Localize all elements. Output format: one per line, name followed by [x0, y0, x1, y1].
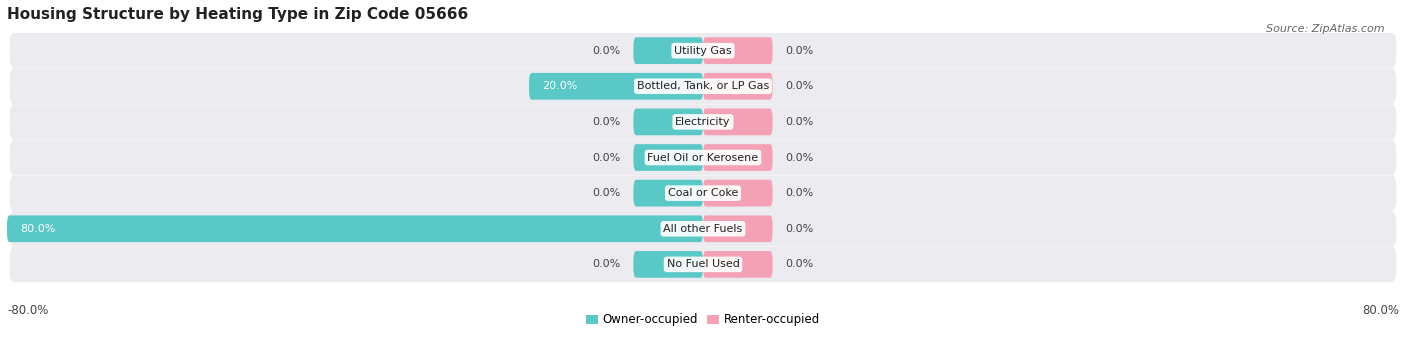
- FancyBboxPatch shape: [633, 144, 703, 171]
- FancyBboxPatch shape: [10, 176, 1396, 211]
- Text: 0.0%: 0.0%: [786, 81, 814, 91]
- Text: No Fuel Used: No Fuel Used: [666, 260, 740, 269]
- Text: 20.0%: 20.0%: [543, 81, 578, 91]
- Text: 0.0%: 0.0%: [786, 188, 814, 198]
- FancyBboxPatch shape: [703, 216, 773, 242]
- FancyBboxPatch shape: [10, 69, 1396, 104]
- Text: Utility Gas: Utility Gas: [675, 46, 731, 56]
- FancyBboxPatch shape: [703, 37, 773, 64]
- FancyBboxPatch shape: [10, 140, 1396, 175]
- FancyBboxPatch shape: [703, 180, 773, 207]
- Text: Electricity: Electricity: [675, 117, 731, 127]
- FancyBboxPatch shape: [703, 144, 773, 171]
- Text: 0.0%: 0.0%: [786, 152, 814, 163]
- FancyBboxPatch shape: [703, 108, 773, 135]
- Text: 0.0%: 0.0%: [786, 260, 814, 269]
- Text: 0.0%: 0.0%: [592, 117, 620, 127]
- Text: 0.0%: 0.0%: [786, 117, 814, 127]
- FancyBboxPatch shape: [633, 37, 703, 64]
- Legend: Owner-occupied, Renter-occupied: Owner-occupied, Renter-occupied: [581, 309, 825, 331]
- Text: Fuel Oil or Kerosene: Fuel Oil or Kerosene: [647, 152, 759, 163]
- Text: 0.0%: 0.0%: [592, 152, 620, 163]
- Text: 80.0%: 80.0%: [1362, 303, 1399, 316]
- FancyBboxPatch shape: [633, 180, 703, 207]
- FancyBboxPatch shape: [10, 104, 1396, 139]
- Text: Bottled, Tank, or LP Gas: Bottled, Tank, or LP Gas: [637, 81, 769, 91]
- FancyBboxPatch shape: [10, 247, 1396, 282]
- Text: 80.0%: 80.0%: [20, 224, 55, 234]
- Text: -80.0%: -80.0%: [7, 303, 48, 316]
- Text: 0.0%: 0.0%: [786, 224, 814, 234]
- FancyBboxPatch shape: [703, 73, 773, 100]
- FancyBboxPatch shape: [703, 251, 773, 278]
- Text: Source: ZipAtlas.com: Source: ZipAtlas.com: [1267, 24, 1385, 34]
- FancyBboxPatch shape: [10, 211, 1396, 247]
- Text: 0.0%: 0.0%: [592, 46, 620, 56]
- Text: All other Fuels: All other Fuels: [664, 224, 742, 234]
- FancyBboxPatch shape: [10, 33, 1396, 68]
- FancyBboxPatch shape: [633, 251, 703, 278]
- Text: Coal or Coke: Coal or Coke: [668, 188, 738, 198]
- FancyBboxPatch shape: [529, 73, 703, 100]
- FancyBboxPatch shape: [7, 216, 703, 242]
- Text: 0.0%: 0.0%: [592, 188, 620, 198]
- Text: 0.0%: 0.0%: [786, 46, 814, 56]
- Text: 0.0%: 0.0%: [592, 260, 620, 269]
- Text: Housing Structure by Heating Type in Zip Code 05666: Housing Structure by Heating Type in Zip…: [7, 7, 468, 22]
- FancyBboxPatch shape: [633, 108, 703, 135]
